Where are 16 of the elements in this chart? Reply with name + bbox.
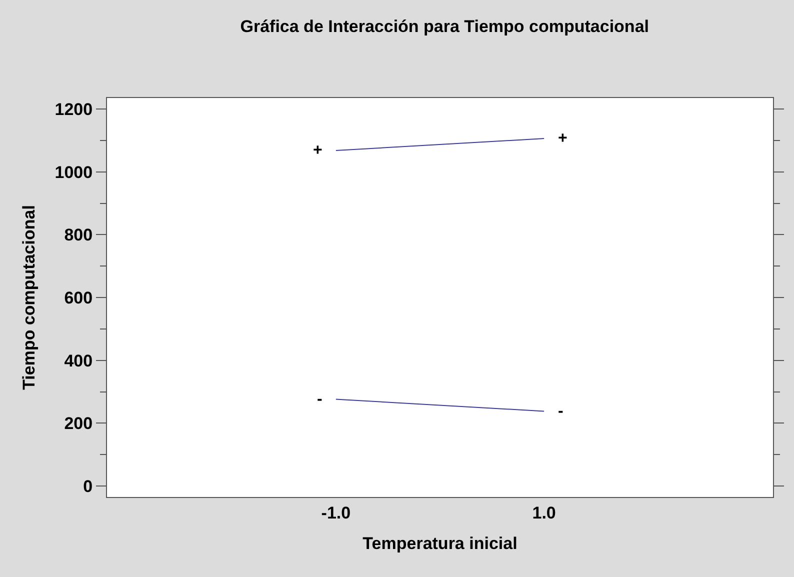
series-label: - bbox=[317, 391, 322, 408]
y-axis-title: Tiempo computacional bbox=[19, 205, 38, 390]
x-tick-label: -1.0 bbox=[321, 503, 351, 522]
y-tick-label: 400 bbox=[64, 351, 93, 370]
text: + bbox=[558, 130, 568, 147]
y-tick-label: 0 bbox=[83, 476, 93, 496]
y-tick-label: 1000 bbox=[54, 162, 93, 182]
chart-title: Gráfica de Interacción para Tiempo computacional bbox=[240, 17, 650, 36]
text: - bbox=[558, 403, 564, 420]
y-tick-label: 200 bbox=[64, 414, 93, 434]
x-axis-title: Temperatura inicial bbox=[362, 534, 518, 553]
series-label: + bbox=[313, 142, 322, 159]
x-tick-label: 1.0 bbox=[532, 503, 556, 522]
y-tick-label: 800 bbox=[64, 226, 93, 245]
y-tick-label: 600 bbox=[64, 288, 93, 308]
y-tick-label: 1200 bbox=[54, 100, 93, 119]
